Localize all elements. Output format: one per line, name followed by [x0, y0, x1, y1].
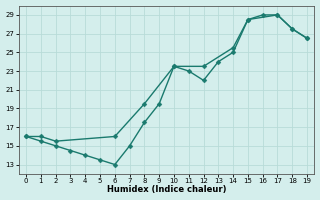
- X-axis label: Humidex (Indice chaleur): Humidex (Indice chaleur): [107, 185, 226, 194]
